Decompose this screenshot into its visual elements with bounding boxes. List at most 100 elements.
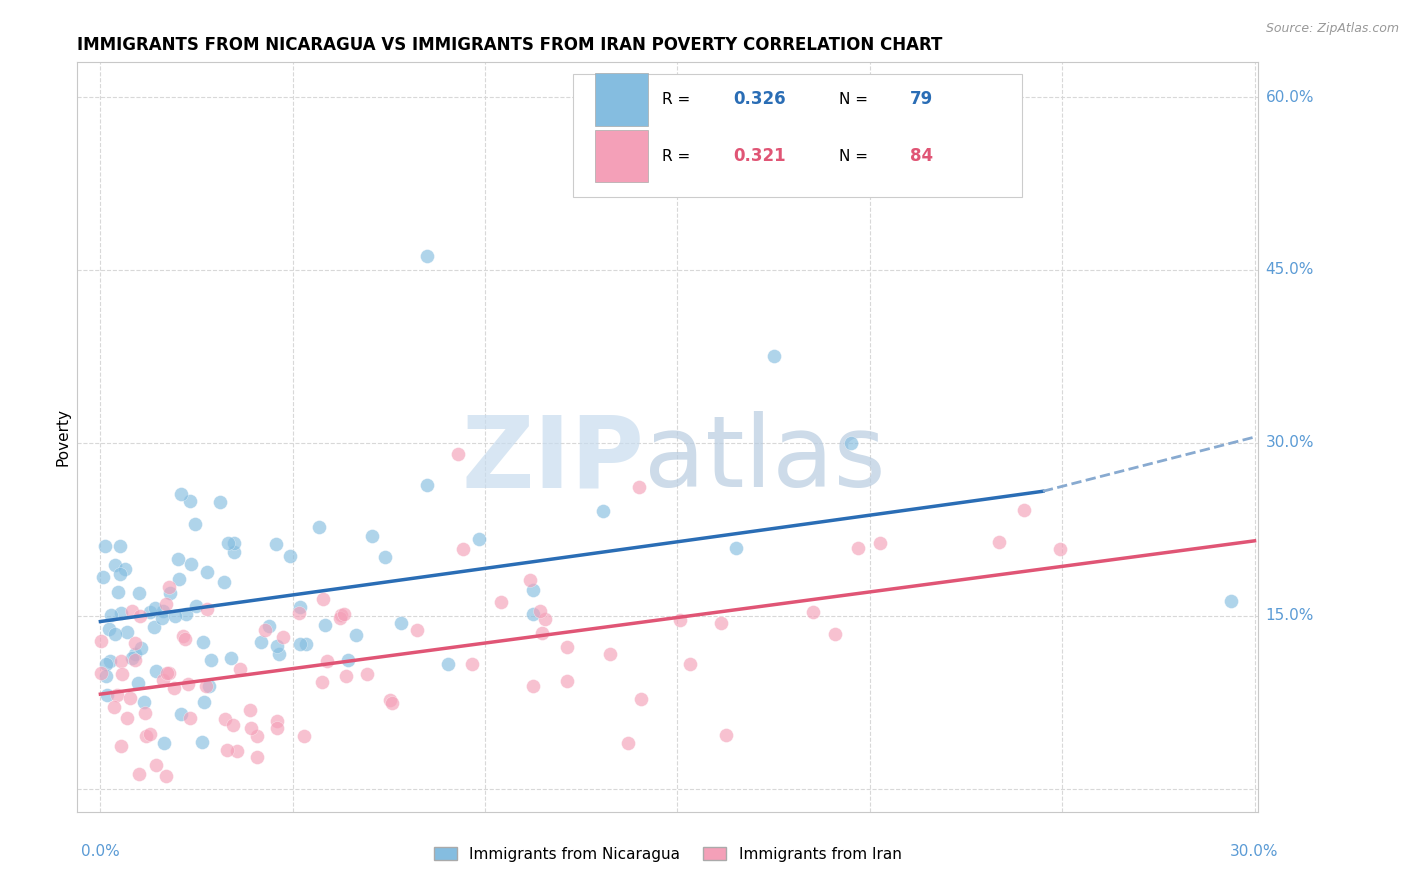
Point <box>152 736 174 750</box>
Point <box>215 743 238 757</box>
Point <box>167 572 190 586</box>
Point <box>869 536 891 550</box>
Point <box>219 651 242 665</box>
Point <box>191 635 214 649</box>
Point <box>105 688 128 702</box>
Point <box>135 729 157 743</box>
Point <box>801 605 824 619</box>
Text: 79: 79 <box>910 90 934 109</box>
Point <box>1012 502 1035 516</box>
Point <box>294 729 316 743</box>
Point <box>195 602 218 616</box>
Point <box>145 757 167 772</box>
Point <box>288 606 311 620</box>
Text: 84: 84 <box>910 147 934 165</box>
Point <box>93 539 115 553</box>
Point <box>266 639 288 653</box>
Point <box>489 595 512 609</box>
Point <box>157 580 180 594</box>
Point <box>121 650 143 665</box>
Point <box>451 541 474 556</box>
Point <box>264 537 287 551</box>
Point <box>91 570 114 584</box>
Point <box>389 616 412 631</box>
Point <box>710 616 733 631</box>
Point <box>356 667 378 681</box>
Text: 30.0%: 30.0% <box>1265 435 1313 450</box>
Point <box>249 635 271 649</box>
Point <box>336 653 359 667</box>
Point <box>131 641 153 656</box>
Point <box>555 640 578 655</box>
Point <box>115 625 138 640</box>
Point <box>617 736 640 750</box>
Point <box>217 536 239 550</box>
Point <box>686 180 709 194</box>
Text: 60.0%: 60.0% <box>1265 89 1313 104</box>
Point <box>111 666 134 681</box>
Point <box>267 647 290 661</box>
Point <box>988 535 1011 549</box>
Point <box>246 750 269 764</box>
Point <box>329 611 352 625</box>
Point <box>240 721 263 735</box>
Point <box>155 769 177 783</box>
Bar <box>595 73 648 126</box>
Point <box>143 601 166 615</box>
Point <box>669 614 692 628</box>
Point <box>295 637 318 651</box>
Point <box>437 657 460 671</box>
Point <box>170 486 193 500</box>
Point <box>330 608 353 623</box>
Point <box>214 712 236 726</box>
Point <box>839 435 862 450</box>
Point <box>118 690 141 705</box>
Point <box>165 608 187 623</box>
Point <box>128 586 150 600</box>
Point <box>107 585 129 599</box>
Point <box>139 605 162 619</box>
Point <box>98 654 121 668</box>
Point <box>177 677 200 691</box>
Y-axis label: Poverty: Poverty <box>55 408 70 467</box>
Point <box>183 516 205 531</box>
Point <box>110 739 132 753</box>
Point <box>152 673 174 687</box>
Point <box>103 699 125 714</box>
Point <box>361 529 384 543</box>
Point <box>522 582 544 597</box>
Point <box>121 604 143 618</box>
Point <box>96 689 118 703</box>
Point <box>134 706 156 720</box>
Point <box>90 665 112 680</box>
Point <box>114 561 136 575</box>
Point <box>679 657 702 671</box>
Point <box>555 674 578 689</box>
Point <box>271 630 294 644</box>
Point <box>90 634 112 648</box>
Text: 30.0%: 30.0% <box>1230 844 1279 859</box>
Point <box>333 607 356 622</box>
Point <box>152 604 174 618</box>
Point <box>103 558 125 573</box>
Point <box>224 545 246 559</box>
Point <box>132 696 155 710</box>
Point <box>519 573 541 587</box>
Text: R =: R = <box>662 92 695 107</box>
Point <box>191 735 214 749</box>
Point <box>222 536 245 550</box>
Point <box>416 478 439 492</box>
Point <box>1220 594 1243 608</box>
Point <box>534 612 557 626</box>
Point <box>335 669 357 683</box>
FancyBboxPatch shape <box>574 74 1022 197</box>
Text: Source: ZipAtlas.com: Source: ZipAtlas.com <box>1265 22 1399 36</box>
Point <box>108 566 131 581</box>
Text: N =: N = <box>839 149 873 164</box>
Point <box>592 504 614 518</box>
Point <box>266 714 288 728</box>
Point <box>200 653 222 667</box>
Text: 0.321: 0.321 <box>733 147 786 165</box>
Point <box>94 657 117 672</box>
Point <box>167 552 190 566</box>
